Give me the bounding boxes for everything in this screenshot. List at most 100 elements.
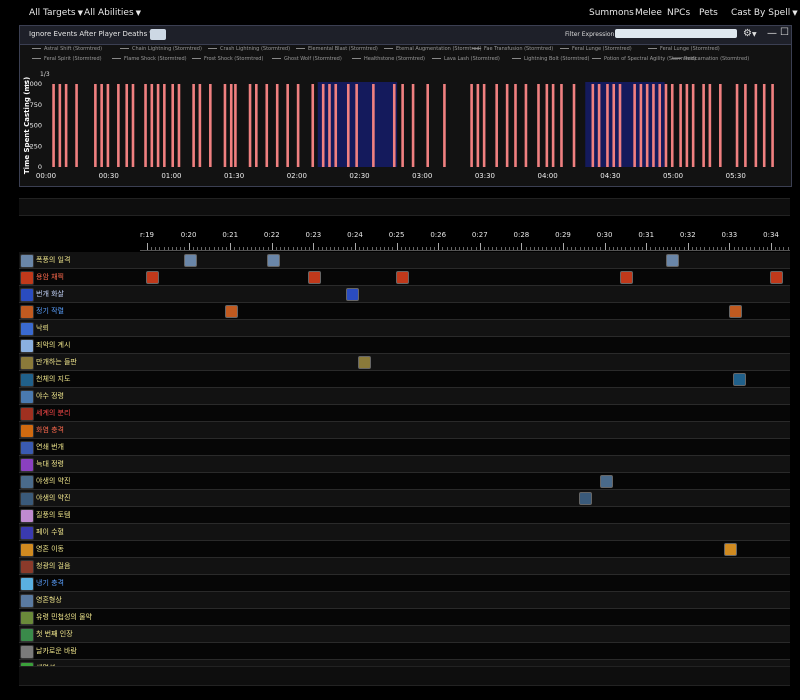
spell-name[interactable]: 영혼 이동	[36, 545, 64, 553]
cast-event[interactable]	[599, 475, 613, 488]
spell-name[interactable]: 죄악의 계시	[36, 341, 71, 349]
abilities-dropdown[interactable]: All Abilities ▼	[84, 8, 141, 18]
spell-row[interactable]: 야생의 약진	[19, 473, 790, 490]
spell-name[interactable]: 폭풍의 일격	[36, 256, 71, 264]
spell-name[interactable]: 늑대 정령	[36, 460, 64, 468]
spell-name[interactable]: 유령 민첩성의 물약	[36, 613, 92, 621]
spell-name[interactable]: 정기 작렬	[36, 307, 64, 315]
cast-event[interactable]	[728, 305, 742, 318]
legend-item[interactable]: Flame Shock (Stormtred)	[112, 56, 187, 62]
cast-event[interactable]	[578, 492, 592, 505]
spell-row[interactable]: 폭풍의 일격	[19, 252, 790, 269]
targets-dropdown[interactable]: All Targets ▼	[29, 8, 83, 18]
spell-row[interactable]: 죄악의 계시	[19, 337, 790, 354]
legend-item[interactable]: Astral Shift (Stormtred)	[32, 46, 102, 52]
cast-event[interactable]	[732, 373, 746, 386]
spell-row[interactable]: 청광의 걸음	[19, 558, 790, 575]
legend-item[interactable]: Feral Spirit (Stormtred)	[32, 56, 102, 62]
spell-row[interactable]: 정기 작렬	[19, 303, 790, 320]
axis-minor-tick	[625, 247, 627, 250]
spell-row[interactable]: 만개하는 들판	[19, 354, 790, 371]
spell-name[interactable]: 질풍의 토템	[36, 511, 71, 519]
spell-row[interactable]: 영혼 이동	[19, 541, 790, 558]
npcs-link[interactable]: NPCs	[667, 8, 691, 18]
legend-item[interactable]: Eternal Augmentation (Stormtred)	[384, 46, 482, 52]
cast-event[interactable]	[724, 543, 738, 556]
spell-name[interactable]: 화염 충격	[36, 426, 64, 434]
spell-row[interactable]: 세계의 분리	[19, 405, 790, 422]
spell-name[interactable]: 번개 화살	[36, 290, 64, 298]
spell-row[interactable]: 낙뢰	[19, 320, 790, 337]
spell-name[interactable]: 청광의 걸음	[36, 562, 71, 570]
spell-row[interactable]: 번개 화살	[19, 286, 790, 303]
summons-link[interactable]: Summons	[589, 8, 634, 18]
cast-event[interactable]	[308, 271, 322, 284]
cast-event[interactable]	[395, 271, 409, 284]
spell-row[interactable]: 냉기 충격	[19, 575, 790, 592]
cast-event[interactable]	[358, 356, 372, 369]
chevron-down-icon: ▼	[77, 9, 83, 17]
spell-name[interactable]: 연쇄 번개	[36, 443, 64, 451]
cast-event[interactable]	[666, 254, 680, 267]
spell-name[interactable]: 날카로운 바람	[36, 647, 77, 655]
spell-row[interactable]: 용암 채찍	[19, 269, 790, 286]
legend-item[interactable]: Elemental Blast (Stormtred)	[296, 46, 378, 52]
pets-link[interactable]: Pets	[699, 8, 718, 18]
ignore-deaths-toggle[interactable]	[150, 29, 166, 40]
legend-item[interactable]: Feral Lunge (Stormtred)	[560, 46, 632, 52]
spell-name[interactable]: 야생의 약진	[36, 477, 71, 485]
spell-row[interactable]: 첫 번째 인장	[19, 626, 790, 643]
legend-item[interactable]: Fae Transfusion (Stormtred)	[472, 46, 553, 52]
spell-name[interactable]: 영혼형상	[36, 596, 62, 604]
legend-item[interactable]: Frost Shock (Stormtred)	[192, 56, 263, 62]
spell-name[interactable]: 냉기 충격	[36, 579, 64, 587]
spell-name[interactable]: 야수 정령	[36, 392, 64, 400]
cast-event[interactable]	[225, 305, 239, 318]
spell-row[interactable]: 날카로운 바람	[19, 643, 790, 660]
axis-minor-tick	[246, 247, 248, 250]
legend-item[interactable]: Chain Lightning (Stormtred)	[120, 46, 202, 52]
legend-item[interactable]: Healthstone (Stormtred)	[352, 56, 425, 62]
spell-name[interactable]: 첫 번째 인장	[36, 630, 73, 638]
spell-row[interactable]: 유령 민첩성의 물약	[19, 609, 790, 626]
cast-event[interactable]	[770, 271, 784, 284]
spell-row[interactable]: 늑대 정령	[19, 456, 790, 473]
spell-name[interactable]: 페이 수혈	[36, 528, 64, 536]
axis-minor-tick	[192, 247, 194, 250]
legend-item[interactable]: Lightning Bolt (Stormtred)	[512, 56, 590, 62]
spell-row[interactable]: 질풍의 토템	[19, 507, 790, 524]
spell-name[interactable]: 용암 채찍	[36, 273, 64, 281]
legend-item[interactable]: Crash Lightning (Stormtred)	[208, 46, 290, 52]
spell-row[interactable]: 화염 충격	[19, 422, 790, 439]
spell-name[interactable]: 세계의 분리	[36, 409, 71, 417]
gear-icon[interactable]: ⚙▼	[743, 28, 757, 39]
ignore-deaths-dropdown[interactable]: Ignore Events After Player Deaths▼	[29, 30, 155, 38]
spell-name[interactable]: 천체의 지도	[36, 375, 71, 383]
spell-row[interactable]: 연쇄 번개	[19, 439, 790, 456]
legend-item[interactable]: Reincarnation (Stormtred)	[672, 56, 749, 62]
cast-event[interactable]	[146, 271, 160, 284]
spell-row[interactable]: 천체의 지도	[19, 371, 790, 388]
filter-input[interactable]	[615, 29, 737, 38]
cast-event[interactable]	[266, 254, 280, 267]
spell-row[interactable]: 페이 수혈	[19, 524, 790, 541]
minimize-icon[interactable]: —	[767, 28, 777, 39]
scrollbar-strip[interactable]	[19, 198, 790, 216]
melee-link[interactable]: Melee	[635, 8, 662, 18]
legend-item[interactable]: Feral Lunge (Stormtred)	[648, 46, 720, 52]
cast-by-dropdown[interactable]: Cast By Spell ▼	[731, 8, 798, 18]
spell-row[interactable]: 야수 정령	[19, 388, 790, 405]
legend-item[interactable]: Potion of Spectral Agility (Stormtred)	[592, 56, 696, 62]
spell-row[interactable]: 영혼형상	[19, 592, 790, 609]
cast-event[interactable]	[183, 254, 197, 267]
cast-event[interactable]	[620, 271, 634, 284]
spell-row[interactable]: 야생의 약진	[19, 490, 790, 507]
cast-event[interactable]	[345, 288, 359, 301]
maximize-icon[interactable]: ☐	[780, 27, 789, 38]
spell-name[interactable]: 낙뢰	[36, 324, 49, 332]
legend-item[interactable]: Ghost Wolf (Stormtred)	[272, 56, 342, 62]
spell-name[interactable]: 만개하는 들판	[36, 358, 77, 366]
axis-minor-tick	[284, 247, 286, 250]
legend-item[interactable]: Lava Lash (Stormtred)	[432, 56, 500, 62]
spell-name[interactable]: 야생의 약진	[36, 494, 71, 502]
